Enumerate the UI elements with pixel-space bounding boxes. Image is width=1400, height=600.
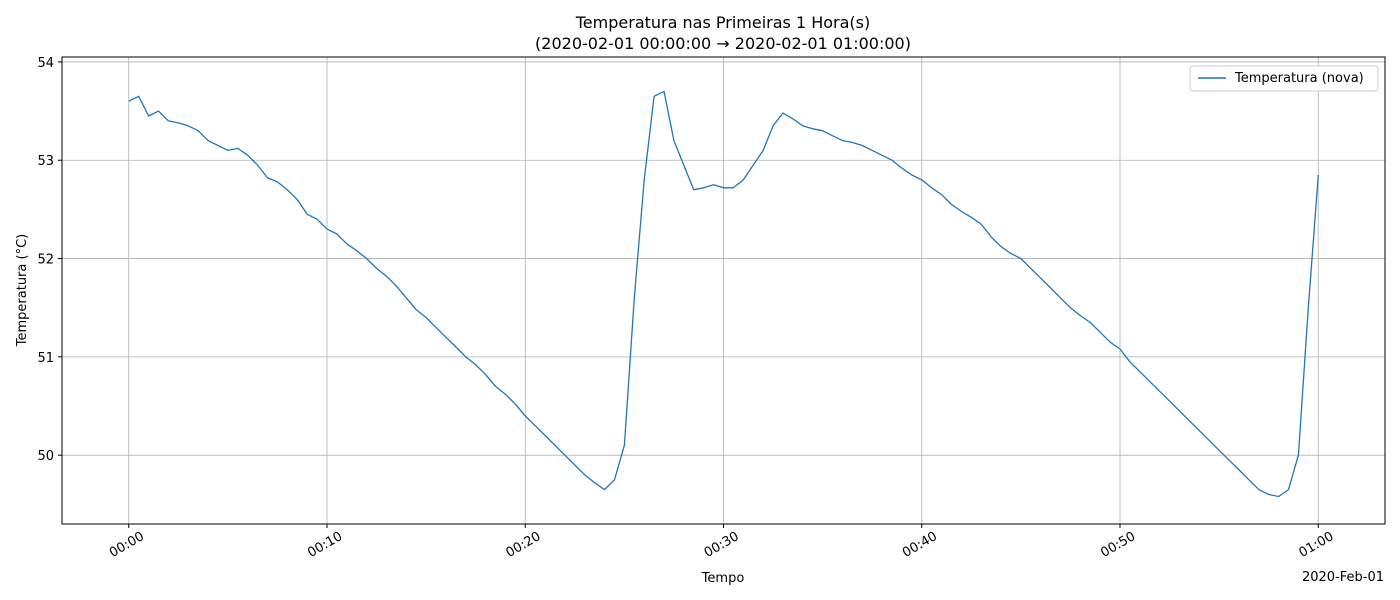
legend-box	[1189, 65, 1379, 92]
y-tick-label: 54	[37, 56, 54, 71]
series-line	[128, 90, 1319, 498]
chart-title: Temperatura nas Primeiras 1 Hora(s)	[575, 13, 870, 32]
y-tick-label: 52	[37, 253, 54, 268]
x-axis-label: Tempo	[701, 571, 745, 586]
y-tick-label: 50	[37, 449, 54, 464]
legend: Temperatura (nova)	[1189, 65, 1379, 92]
plot-area-frame	[61, 56, 1386, 525]
y-tick-label: 53	[37, 154, 54, 169]
grid	[62, 57, 1385, 524]
y-tick-label: 51	[37, 351, 54, 366]
y-ticks: 50 51 52 53 54	[37, 56, 62, 464]
x-offset-label: 2020-Feb-01	[1302, 570, 1384, 585]
y-axis-label: Temperatura (°C)	[15, 234, 30, 347]
series-layer	[128, 90, 1319, 498]
legend-label: Temperatura (nova)	[1234, 71, 1364, 86]
chart-subtitle: (2020-02-01 00:00:00 → 2020-02-01 01:00:…	[535, 34, 911, 53]
